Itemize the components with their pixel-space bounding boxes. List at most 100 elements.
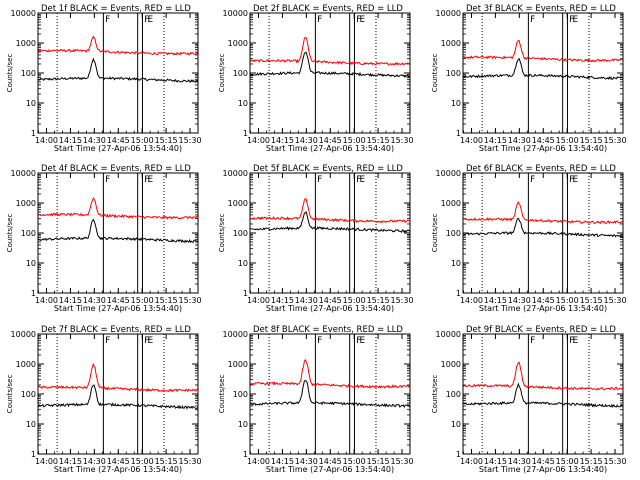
x-tick-label: 14:15 xyxy=(59,457,82,466)
segment-marker-label: F xyxy=(569,336,574,346)
series-line-events xyxy=(38,218,198,244)
x-axis-label: Start Time (27-Apr-06 13:54:40) xyxy=(266,144,394,153)
x-tick-label: 15:15 xyxy=(580,457,603,466)
x-axis-label: Start Time (27-Apr-06 13:54:40) xyxy=(54,304,182,313)
y-tick-label: 1 xyxy=(456,129,461,138)
segment-marker-label: F xyxy=(569,15,574,25)
segment-marker-label: F xyxy=(530,336,535,346)
series-line-lld xyxy=(38,35,198,56)
x-tick-label: 14:00 xyxy=(35,457,58,466)
x-tick-label: 14:30 xyxy=(508,136,531,145)
x-tick-label: 15:30 xyxy=(603,457,626,466)
y-tick-label: 100 xyxy=(446,390,461,399)
x-tick-label: 15:00 xyxy=(343,296,366,305)
series-line-lld xyxy=(250,358,410,389)
series-line-lld xyxy=(250,198,410,224)
chart-panel-4: Det 4f BLACK = Events, RED = LLD 1 10 100 10… xyxy=(6,164,202,313)
segment-marker-label: F xyxy=(356,15,361,25)
x-tick-label: 15:30 xyxy=(390,136,413,145)
y-tick-label: 1000 xyxy=(441,199,461,208)
x-axis-label: Start Time (27-Apr-06 13:54:40) xyxy=(479,144,607,153)
y-tick-label: 1 xyxy=(456,289,461,298)
y-tick-label: 10000 xyxy=(11,9,36,18)
x-tick-label: 15:15 xyxy=(367,136,390,145)
segment-marker-label: E xyxy=(572,175,578,185)
y-tick-label: 100 xyxy=(233,229,248,238)
series-line-events xyxy=(250,380,410,409)
y-tick-label: 10 xyxy=(451,259,461,268)
segment-marker-label: F xyxy=(317,175,322,185)
y-tick-label: 1 xyxy=(456,450,461,459)
y-tick-label: 1000 xyxy=(228,39,248,48)
series-line-lld xyxy=(463,200,623,225)
x-tick-label: 14:15 xyxy=(484,136,507,145)
x-tick-label: 15:00 xyxy=(556,457,579,466)
series-line-lld xyxy=(250,36,410,66)
y-tick-label: 10000 xyxy=(436,330,461,339)
y-tick-label: 1000 xyxy=(16,39,36,48)
x-tick-label: 14:00 xyxy=(460,136,483,145)
segment-marker-label: F xyxy=(144,175,149,185)
x-tick-label: 14:45 xyxy=(532,136,555,145)
x-tick-label: 15:00 xyxy=(131,457,154,466)
y-tick-label: 1000 xyxy=(16,199,36,208)
y-tick-label: 1000 xyxy=(441,360,461,369)
segment-marker-label: E xyxy=(359,336,365,346)
plot-frame xyxy=(462,12,624,134)
y-tick-label: 10000 xyxy=(436,169,461,178)
x-tick-label: 14:30 xyxy=(295,136,318,145)
x-tick-label: 15:00 xyxy=(131,296,154,305)
y-tick-label: 10 xyxy=(26,99,36,108)
y-tick-label: 1 xyxy=(31,129,36,138)
x-tick-label: 14:30 xyxy=(83,296,106,305)
segment-marker-label: F xyxy=(356,175,361,185)
chart-title: Det 6f BLACK = Events, RED = LLD xyxy=(466,164,616,174)
chart-panel-7: Det 7f BLACK = Events, RED = LLD 1 10 100 10… xyxy=(6,325,202,474)
x-tick-label: 15:30 xyxy=(390,296,413,305)
segment-marker-label: F xyxy=(144,15,149,25)
segment-marker-label: E xyxy=(572,15,578,25)
y-axis-label: Counts/sec xyxy=(6,214,14,253)
x-tick-label: 14:30 xyxy=(83,457,106,466)
series-line-events xyxy=(463,57,623,80)
plot-frame xyxy=(462,333,624,455)
chart-title: Det 9f BLACK = Events, RED = LLD xyxy=(466,325,616,335)
x-tick-label: 15:15 xyxy=(155,296,178,305)
y-tick-label: 1000 xyxy=(441,39,461,48)
x-tick-label: 14:45 xyxy=(319,136,342,145)
y-tick-label: 100 xyxy=(233,390,248,399)
chart-title: Det 8f BLACK = Events, RED = LLD xyxy=(253,325,403,335)
y-axis-label: Counts/sec xyxy=(218,54,226,93)
chart-title: Det 7f BLACK = Events, RED = LLD xyxy=(41,325,191,335)
x-tick-label: 14:45 xyxy=(107,296,130,305)
segment-marker-label: F xyxy=(105,15,110,25)
y-axis-label: Counts/sec xyxy=(431,54,439,93)
series-line-events xyxy=(463,217,623,238)
x-tick-label: 14:00 xyxy=(247,136,270,145)
y-tick-label: 100 xyxy=(233,69,248,78)
segment-marker-label: E xyxy=(359,15,365,25)
x-axis-label: Start Time (27-Apr-06 13:54:40) xyxy=(54,144,182,153)
segment-marker-label: F xyxy=(317,336,322,346)
y-tick-label: 10000 xyxy=(223,330,248,339)
x-tick-label: 14:15 xyxy=(59,136,82,145)
y-tick-label: 10000 xyxy=(11,169,36,178)
plot-frame xyxy=(37,172,199,294)
x-axis-label: Start Time (27-Apr-06 13:54:40) xyxy=(266,465,394,474)
chart-title: Det 4f BLACK = Events, RED = LLD xyxy=(41,164,191,174)
plot-frame xyxy=(249,172,411,294)
series-line-lld xyxy=(38,362,198,393)
x-tick-label: 15:15 xyxy=(580,296,603,305)
segment-marker-label: E xyxy=(359,175,365,185)
x-tick-label: 14:45 xyxy=(532,296,555,305)
segment-marker-label: F xyxy=(569,175,574,185)
chart-title: Det 3f BLACK = Events, RED = LLD xyxy=(466,4,616,14)
x-axis-label: Start Time (27-Apr-06 13:54:40) xyxy=(54,465,182,474)
x-axis-label: Start Time (27-Apr-06 13:54:40) xyxy=(479,304,607,313)
y-axis-label: Counts/sec xyxy=(6,54,14,93)
x-tick-label: 14:30 xyxy=(508,457,531,466)
x-axis-label: Start Time (27-Apr-06 13:54:40) xyxy=(479,465,607,474)
segment-marker-label: E xyxy=(147,336,153,346)
y-tick-label: 100 xyxy=(21,390,36,399)
